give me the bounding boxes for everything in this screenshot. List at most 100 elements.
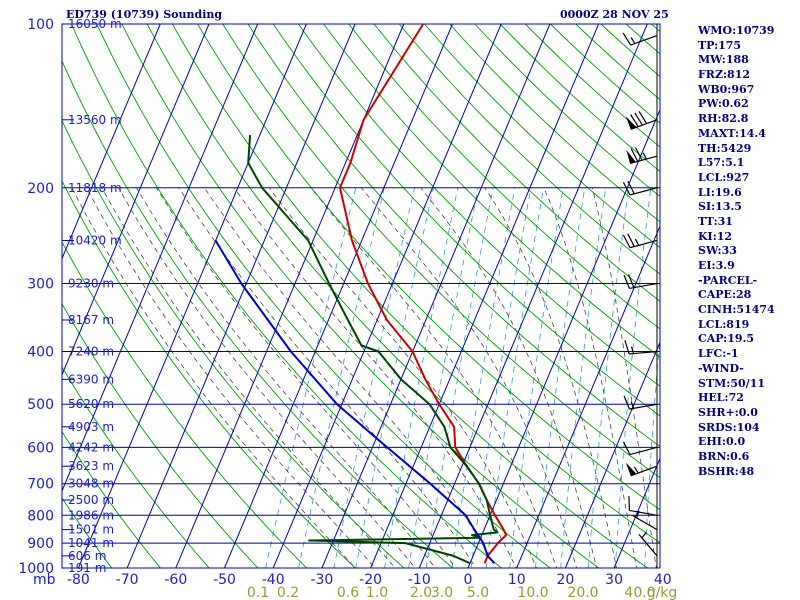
dry-adiabat (62, 497, 113, 568)
wind-barbs (622, 24, 658, 568)
temperature-label: -80 (67, 572, 90, 588)
wind-barb-staff (630, 119, 658, 130)
wind-barb-flag (622, 441, 631, 455)
wind-barb-staff (629, 239, 658, 249)
height-label: 3048 m (68, 477, 114, 491)
pressure-temperature-grid (61, 23, 661, 569)
mixing-ratio-label: 3.0 (431, 585, 453, 600)
parameter-item: FRZ:812 (698, 68, 751, 82)
parameter-item: WB0:967 (698, 82, 755, 96)
isotherm (77, 24, 307, 568)
isotherm (370, 24, 600, 568)
moist-adiabat (484, 187, 618, 568)
wind-barb-staff (629, 446, 658, 456)
wind-barb-half-flag (630, 346, 635, 354)
parameter-item: MW:188 (698, 53, 749, 67)
wind-barb (623, 395, 658, 410)
height-label: 9230 m (68, 277, 114, 291)
parameter-item: WMO:10739 (698, 24, 775, 37)
wind-barb-half-flag (634, 238, 640, 246)
moist-adiabat (71, 187, 356, 568)
moist-adiabat (310, 187, 558, 568)
dry-adiabat (96, 24, 551, 568)
wind-barb-flag (623, 395, 630, 410)
parameter-item: L57:5.1 (698, 156, 745, 170)
pressure-label: 600 (27, 440, 54, 456)
wind-barb-staff (630, 34, 658, 46)
wind-barb (622, 180, 658, 196)
wind-barb-half-flag (633, 466, 639, 474)
mixing-ratio-line (560, 187, 607, 568)
wind-barb-flag (630, 114, 639, 127)
plot-frame (61, 23, 661, 569)
temperature-label: -10 (408, 572, 431, 588)
dry-adiabat (272, 24, 660, 417)
height-label: 11818 m (68, 181, 122, 195)
wind-barb-half-flag (630, 401, 635, 409)
parameter-item: LCL:819 (698, 317, 750, 331)
mixing-ratio-line (451, 187, 516, 568)
parameter-item: -PARCEL- (698, 273, 758, 287)
wind-barb-pennant (626, 149, 636, 164)
pressure-label: 1000 (18, 561, 54, 577)
dry-adiabat (423, 24, 660, 249)
parameter-item: KI:12 (698, 229, 733, 243)
parameter-item: LFC:-1 (698, 347, 739, 361)
dry-adiabat (62, 59, 454, 568)
wind-barb-staff (629, 509, 658, 516)
parameter-item: -WIND- (698, 361, 744, 375)
mixing-ratio-label: 1.0 (366, 585, 388, 600)
height-label: 1501 m (68, 523, 114, 537)
temperature-line (339, 24, 508, 564)
isotherm (418, 24, 648, 568)
pressure-label: 900 (27, 536, 54, 552)
mixing-ratio-label: 0.1 (247, 585, 269, 600)
wind-barb-half-flag (641, 531, 647, 539)
isotherm (321, 24, 551, 568)
parameter-item: STM:50/11 (698, 376, 765, 390)
dry-adiabat (62, 366, 210, 568)
mixing-ratio-line (333, 187, 415, 568)
wind-barb (628, 496, 658, 516)
dry-adiabat (323, 24, 660, 358)
mixing-ratio-label: 0.2 (277, 585, 299, 600)
parameter-item: SW:33 (698, 244, 737, 258)
wind-barb-flag (622, 234, 631, 248)
wind-barb (622, 233, 658, 249)
wind-barb-flag (627, 180, 635, 195)
mixing-ratio-line (425, 187, 494, 568)
temperature-label: 30 (605, 572, 623, 588)
wind-barb (624, 340, 658, 355)
parameter-item: LCL:927 (698, 170, 750, 184)
moist-adiabat (420, 187, 598, 568)
wind-barb-flag (622, 181, 631, 196)
isotherm (62, 24, 210, 376)
parameter-item: PW:0.62 (698, 97, 749, 111)
parcel-line (214, 239, 496, 564)
wind-barb-flag (634, 147, 643, 161)
temperature-label: 0 (464, 572, 473, 588)
pressure-label: 700 (27, 477, 54, 493)
temperature-label: -60 (164, 572, 187, 588)
wind-barb-staff (632, 515, 658, 531)
parameter-item: CAPE:28 (698, 288, 752, 302)
wind-barb-pennant (625, 462, 637, 476)
wind-barb (638, 531, 658, 557)
pressure-label: 500 (27, 397, 54, 413)
height-label: 1986 m (68, 508, 114, 522)
isotherm (613, 457, 660, 568)
mixing-ratio-label: 40.0 (624, 585, 655, 600)
dry-adiabat (297, 24, 660, 387)
height-label: 13560 m (68, 113, 122, 127)
isotherm (175, 24, 405, 568)
wind-barb-half-flag (642, 152, 647, 160)
mixing-ratio-unit-label: g/kg (647, 585, 678, 600)
isotherm (224, 24, 453, 568)
mixing-ratio-line (535, 187, 586, 568)
height-label: 7240 m (68, 345, 114, 359)
dry-adiabat (197, 24, 660, 511)
mixing-ratio-line (485, 187, 544, 568)
moist-adiabat (118, 187, 416, 568)
parameter-item: SRDS:104 (698, 420, 760, 434)
